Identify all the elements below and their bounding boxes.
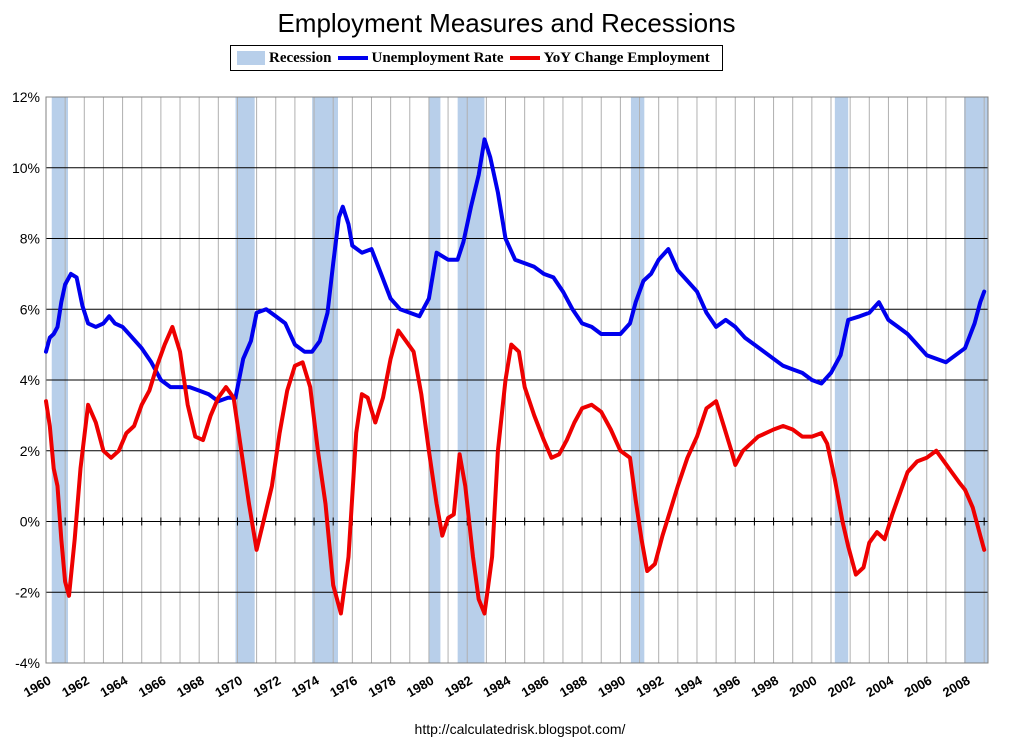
x-tick-label: 1990 xyxy=(595,673,628,700)
x-tick-label: 1960 xyxy=(21,673,54,700)
legend-swatch-employment xyxy=(509,56,540,60)
y-tick-label: -4% xyxy=(15,655,40,671)
unemployment-rate-line xyxy=(44,137,987,404)
y-tick-label: 8% xyxy=(20,231,40,247)
legend-label-unemployment: Unemployment Rate xyxy=(371,49,504,66)
x-tick-label: 1996 xyxy=(710,673,743,700)
legend: Recession Unemployment Rate YoY Change E… xyxy=(230,45,723,71)
legend-label-recession: Recession xyxy=(269,49,332,66)
legend-swatch-unemployment xyxy=(337,56,368,60)
x-tick-label: 1970 xyxy=(212,673,245,700)
y-tick-label: 4% xyxy=(20,372,40,388)
legend-item-recession: Recession xyxy=(237,50,332,67)
x-tick-label: 1982 xyxy=(442,673,475,700)
x-tick-label: 2008 xyxy=(940,673,973,700)
x-tick-label: 1986 xyxy=(519,673,552,700)
x-tick-label: 1984 xyxy=(480,672,513,700)
x-tick-label: 2002 xyxy=(825,673,858,700)
y-tick-label: -2% xyxy=(15,584,40,600)
y-tick-label: 2% xyxy=(20,443,40,459)
x-tick-label: 1998 xyxy=(749,673,782,700)
x-tick-label: 1964 xyxy=(98,672,131,700)
x-tick-label: 1972 xyxy=(251,673,284,700)
x-tick-label: 1978 xyxy=(366,673,399,700)
plot-border xyxy=(45,96,989,664)
yoy-employment-change-line xyxy=(44,324,987,616)
x-tick-label: 1968 xyxy=(174,673,207,700)
legend-item-unemployment: Unemployment Rate xyxy=(337,49,504,67)
x-tick-label: 1962 xyxy=(59,673,92,700)
x-tick-label: 2004 xyxy=(863,672,896,700)
x-tick-label: 1966 xyxy=(136,673,169,700)
x-tick-label: 1974 xyxy=(289,672,322,700)
y-tick-label: 6% xyxy=(20,301,40,317)
legend-swatch-recession xyxy=(237,51,265,65)
source-url: http://calculatedrisk.blogspot.com/ xyxy=(414,721,626,737)
x-tick-label: 1988 xyxy=(557,673,590,700)
y-tick-label: 12% xyxy=(12,89,40,105)
y-tick-label: 0% xyxy=(20,514,40,530)
x-tick-label: 2006 xyxy=(902,673,935,700)
legend-item-employment: YoY Change Employment xyxy=(509,49,710,67)
x-tick-label: 1992 xyxy=(634,673,667,700)
x-tick-label: 1976 xyxy=(327,673,360,700)
y-tick-label: 10% xyxy=(12,160,40,176)
chart-title: Employment Measures and Recessions xyxy=(277,8,736,38)
legend-label-employment: YoY Change Employment xyxy=(543,49,710,66)
x-tick-label: 1980 xyxy=(404,673,437,700)
x-tick-label: 2000 xyxy=(787,673,820,700)
x-tick-label: 1994 xyxy=(672,672,705,700)
